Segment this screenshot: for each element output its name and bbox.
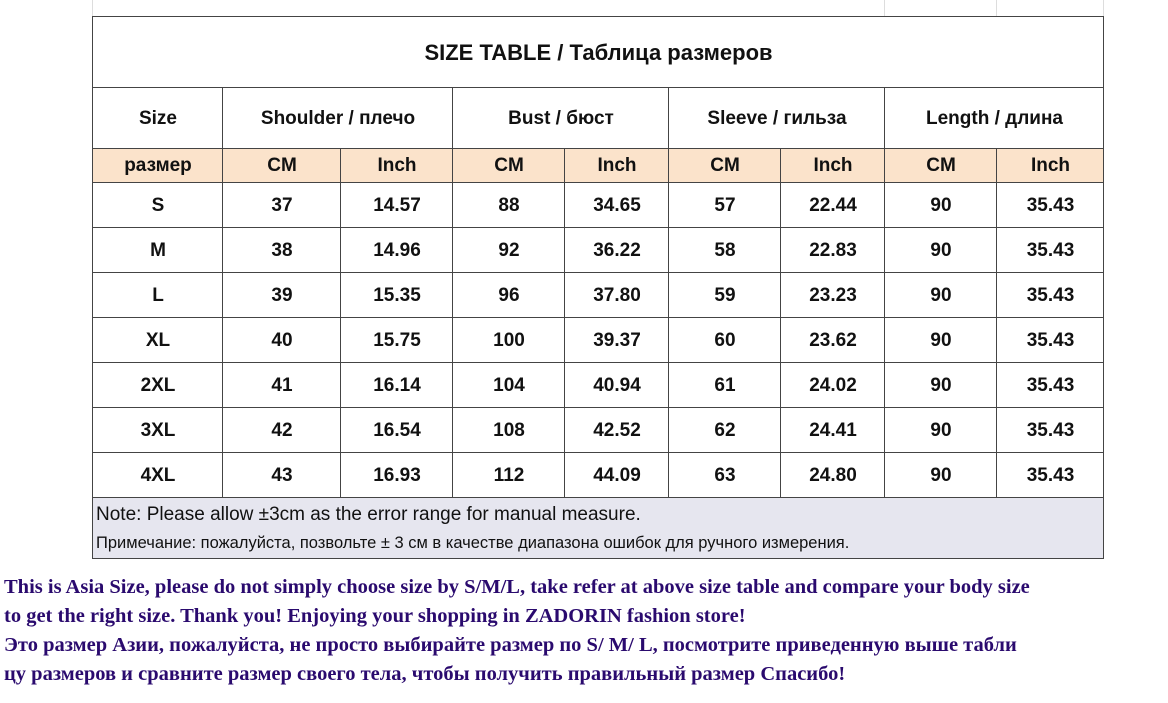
value-cell: 104 bbox=[452, 362, 565, 408]
value-cell: 44.09 bbox=[564, 452, 669, 498]
unit-header: CM bbox=[452, 148, 565, 183]
value-cell: 108 bbox=[452, 407, 565, 453]
value-cell: 16.93 bbox=[340, 452, 453, 498]
table-edge bbox=[92, 16, 1104, 559]
note: Примечание: пожалуйста, позвольте ± 3 см… bbox=[96, 534, 850, 552]
value-cell: 15.35 bbox=[340, 272, 453, 318]
sheet-grid bbox=[92, 0, 93, 16]
value-cell: 112 bbox=[452, 452, 565, 498]
unit-header: Inch bbox=[340, 148, 453, 183]
value-cell: 90 bbox=[884, 182, 997, 228]
value-cell: 35.43 bbox=[996, 272, 1104, 318]
value-cell: 43 bbox=[222, 452, 341, 498]
value-cell: 35.43 bbox=[996, 452, 1104, 498]
size-cell: XL bbox=[92, 317, 223, 363]
unit-header: Inch bbox=[996, 148, 1104, 183]
unit-header: Inch bbox=[564, 148, 669, 183]
value-cell: 92 bbox=[452, 227, 565, 273]
value-cell: 24.80 bbox=[780, 452, 885, 498]
value-cell: 35.43 bbox=[996, 317, 1104, 363]
value-cell: 57 bbox=[668, 182, 781, 228]
value-cell: 59 bbox=[668, 272, 781, 318]
footer-line: to get the right size. Thank you! Enjoyi… bbox=[4, 605, 746, 627]
value-cell: 22.44 bbox=[780, 182, 885, 228]
value-cell: 34.65 bbox=[564, 182, 669, 228]
size-cell: L bbox=[92, 272, 223, 318]
value-cell: 24.02 bbox=[780, 362, 885, 408]
value-cell: 90 bbox=[884, 272, 997, 318]
value-cell: 23.23 bbox=[780, 272, 885, 318]
value-cell: 22.83 bbox=[780, 227, 885, 273]
unit-header: размер bbox=[92, 148, 223, 183]
value-cell: 42.52 bbox=[564, 407, 669, 453]
value-cell: 60 bbox=[668, 317, 781, 363]
footer-line: цу размеров и сравните размер своего тел… bbox=[4, 663, 846, 685]
sheet-grid bbox=[884, 0, 885, 16]
size-cell: 4XL bbox=[92, 452, 223, 498]
value-cell: 36.22 bbox=[564, 227, 669, 273]
value-cell: 90 bbox=[884, 452, 997, 498]
value-cell: 39.37 bbox=[564, 317, 669, 363]
value-cell: 88 bbox=[452, 182, 565, 228]
column-header: Shoulder / плечо bbox=[222, 87, 453, 149]
column-header: Size bbox=[92, 87, 223, 149]
value-cell: 15.75 bbox=[340, 317, 453, 363]
note: Note: Please allow ±3cm as the error ran… bbox=[96, 504, 641, 525]
value-cell: 63 bbox=[668, 452, 781, 498]
size-table: SIZE TABLE / Таблица размеров Size Shoulde… bbox=[92, 16, 1104, 559]
value-cell: 40 bbox=[222, 317, 341, 363]
size-cell: 2XL bbox=[92, 362, 223, 408]
value-cell: 35.43 bbox=[996, 407, 1104, 453]
value-cell: 24.41 bbox=[780, 407, 885, 453]
column-header: Bust / бюст bbox=[452, 87, 669, 149]
value-cell: 16.14 bbox=[340, 362, 453, 408]
size-cell: 3XL bbox=[92, 407, 223, 453]
value-cell: 42 bbox=[222, 407, 341, 453]
value-cell: 100 bbox=[452, 317, 565, 363]
value-cell: 37.80 bbox=[564, 272, 669, 318]
sheet-grid bbox=[1103, 0, 1104, 16]
value-cell: 62 bbox=[668, 407, 781, 453]
value-cell: 61 bbox=[668, 362, 781, 408]
unit-header: CM bbox=[668, 148, 781, 183]
value-cell: 38 bbox=[222, 227, 341, 273]
value-cell: 90 bbox=[884, 362, 997, 408]
value-cell: 16.54 bbox=[340, 407, 453, 453]
table-title: SIZE TABLE / Таблица размеров bbox=[92, 16, 1104, 88]
unit-header: CM bbox=[884, 148, 997, 183]
value-cell: 90 bbox=[884, 227, 997, 273]
size-cell: S bbox=[92, 182, 223, 228]
value-cell: 58 bbox=[668, 227, 781, 273]
column-header: Sleeve / гильза bbox=[668, 87, 885, 149]
unit-header: CM bbox=[222, 148, 341, 183]
footer-line: Это размер Азии, пожалуйста, не просто в… bbox=[4, 634, 1017, 656]
value-cell: 90 bbox=[884, 407, 997, 453]
column-header: Length / длина bbox=[884, 87, 1104, 149]
footer-line: This is Asia Size, please do not simply … bbox=[4, 576, 1030, 598]
size-cell: M bbox=[92, 227, 223, 273]
value-cell: 35.43 bbox=[996, 362, 1104, 408]
value-cell: 35.43 bbox=[996, 182, 1104, 228]
unit-header: Inch bbox=[780, 148, 885, 183]
value-cell: 35.43 bbox=[996, 227, 1104, 273]
value-cell: 14.57 bbox=[340, 182, 453, 228]
value-cell: 40.94 bbox=[564, 362, 669, 408]
sheet-grid bbox=[996, 0, 997, 16]
value-cell: 23.62 bbox=[780, 317, 885, 363]
note-box: Note: Please allow ±3cm as the error ran… bbox=[92, 497, 1104, 559]
value-cell: 37 bbox=[222, 182, 341, 228]
value-cell: 90 bbox=[884, 317, 997, 363]
value-cell: 39 bbox=[222, 272, 341, 318]
value-cell: 41 bbox=[222, 362, 341, 408]
value-cell: 96 bbox=[452, 272, 565, 318]
value-cell: 14.96 bbox=[340, 227, 453, 273]
